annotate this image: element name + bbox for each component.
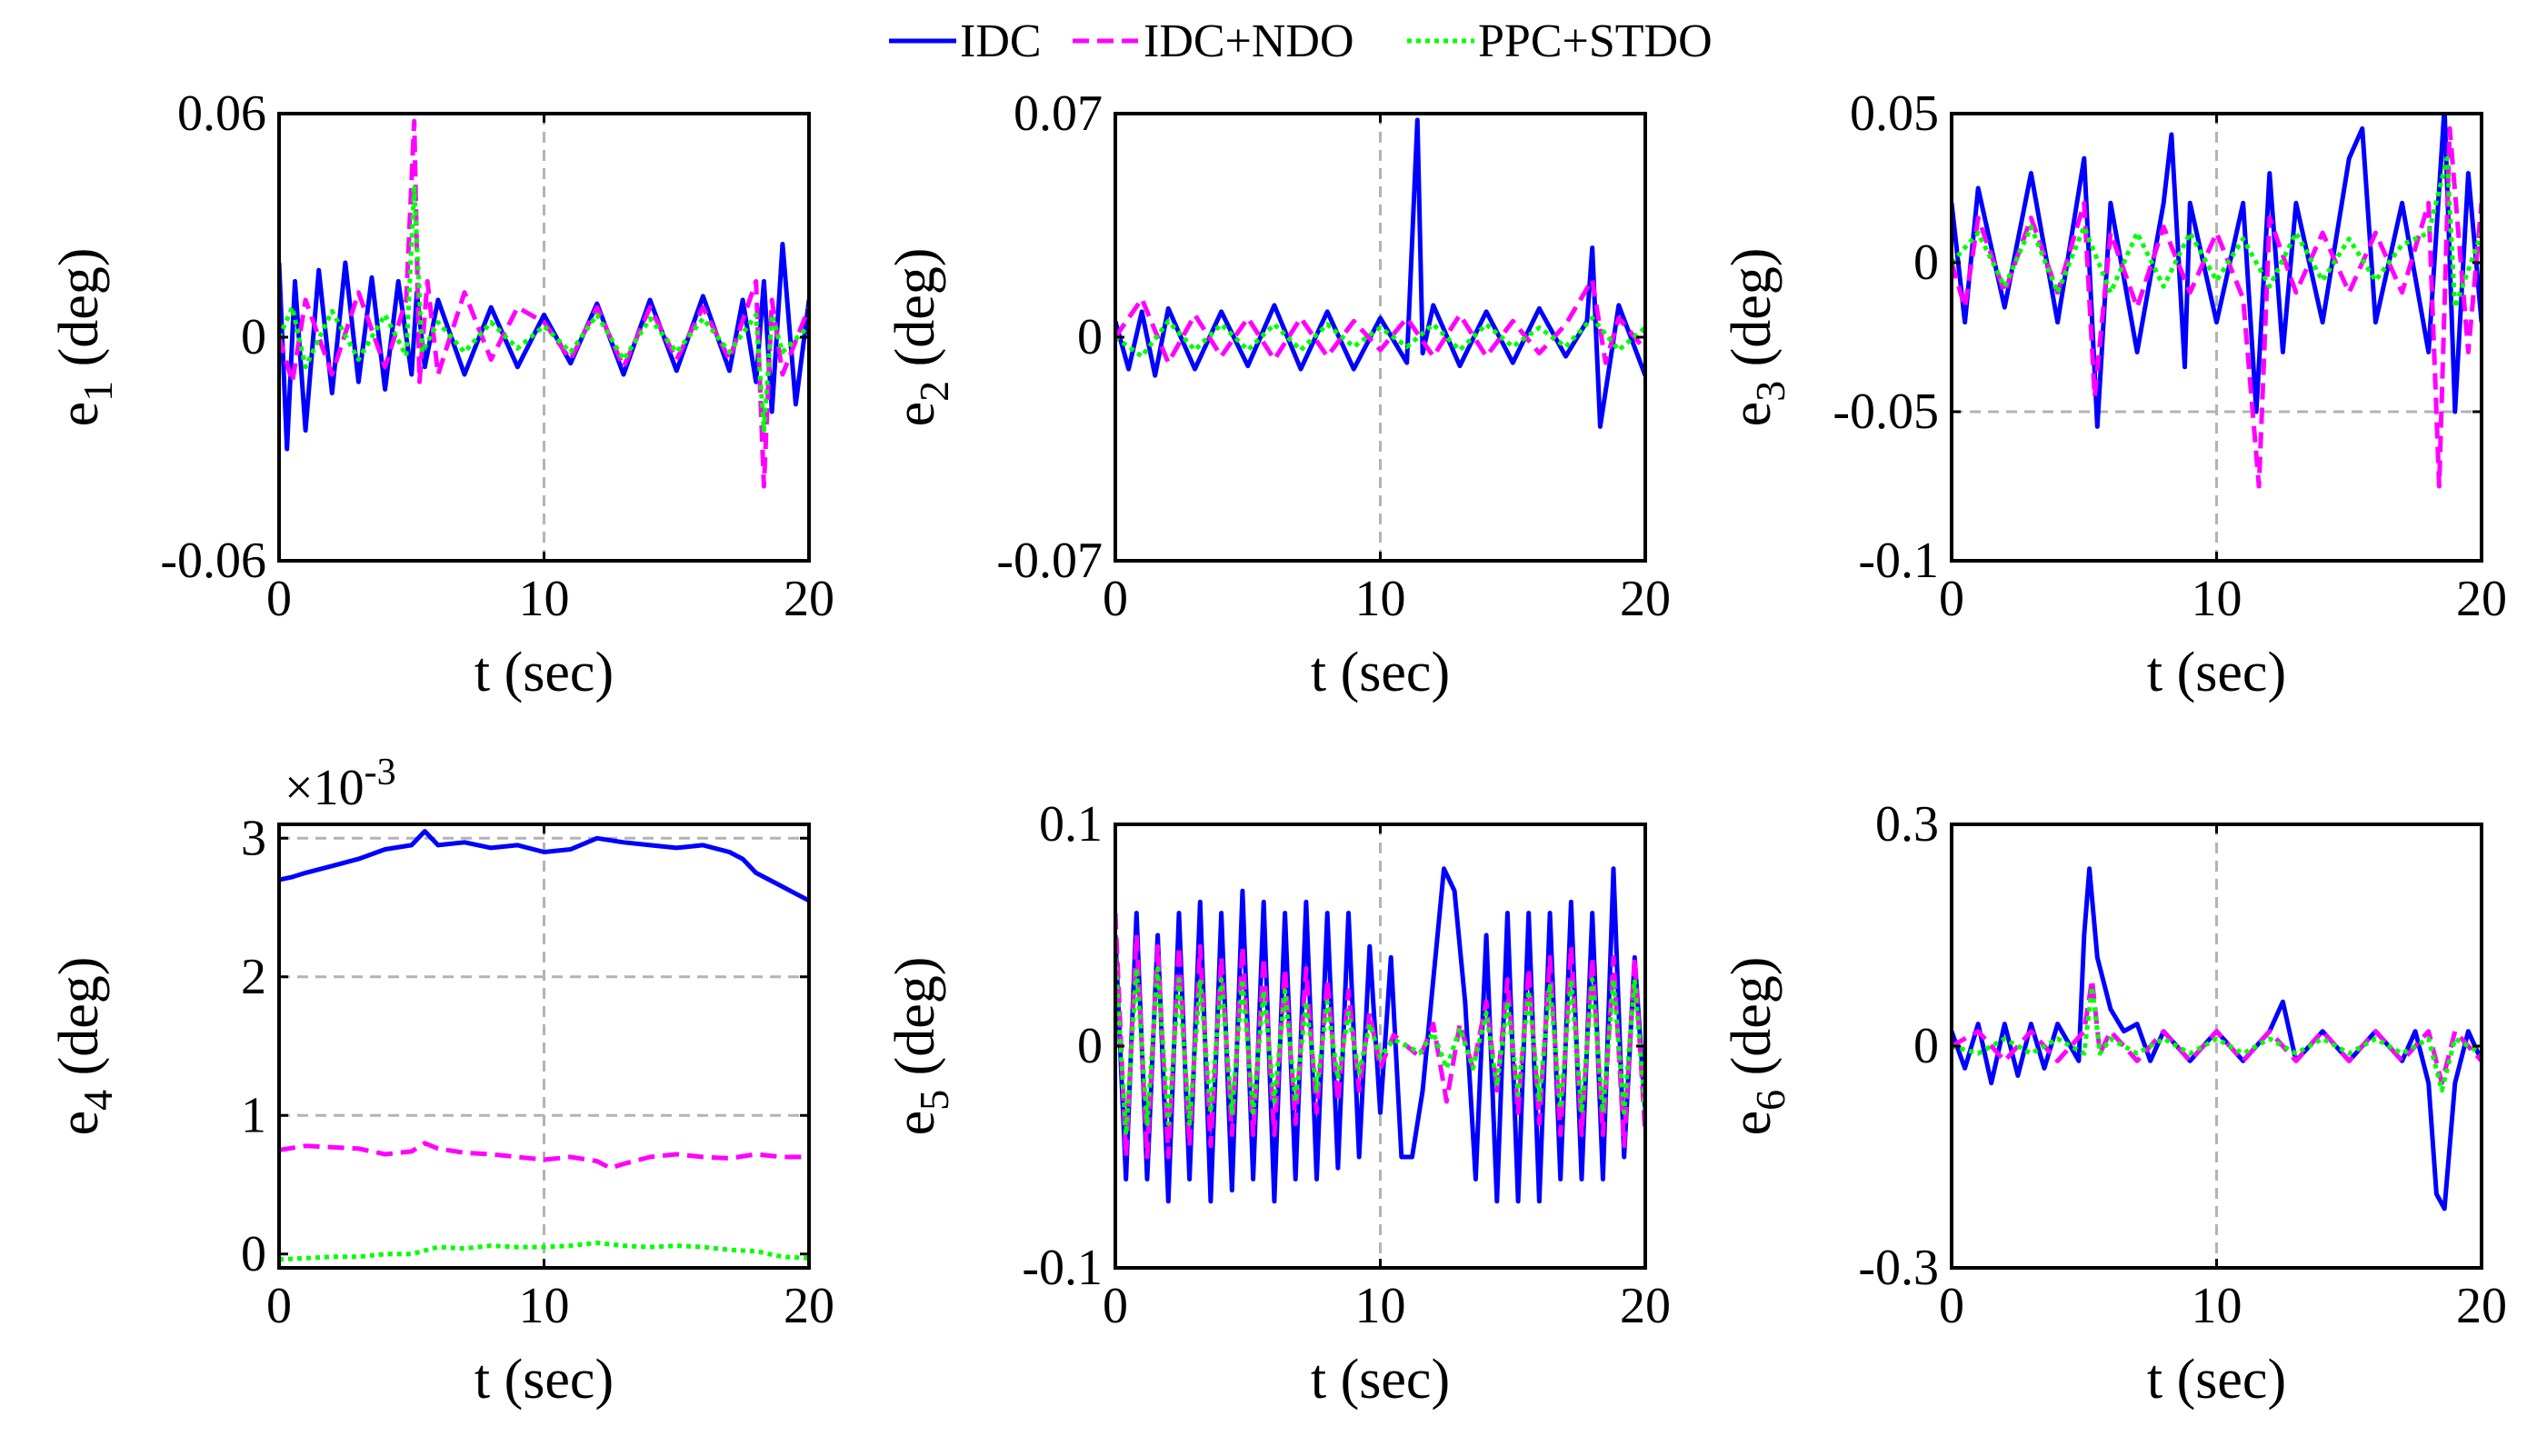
ytick-label-e2-1: 0: [1077, 309, 1103, 365]
ytick-label-e3-2: 0: [1913, 234, 1939, 291]
ylabel-e1: e1 (deg): [48, 248, 121, 427]
xlabel-e2: t (sec): [1311, 642, 1450, 703]
series-e3-ppc-stdo: [1952, 155, 2482, 310]
series-e3-idc-ndo: [1952, 125, 2482, 489]
ylabel-e6: e6 (deg): [1721, 957, 1793, 1136]
ytick-label-e6-2: 0.3: [1875, 796, 1939, 853]
xtick-label-e2-1: 10: [1355, 571, 1406, 627]
ytick-label-e6-1: 0: [1913, 1018, 1939, 1074]
series-e5-idc-ndo: [1115, 912, 1645, 1160]
xtick-label-e1-1: 10: [519, 571, 570, 627]
legend-label-idc-ndo: IDC+NDO: [1144, 15, 1354, 67]
xtick-label-e6-2: 20: [2456, 1278, 2507, 1334]
xtick-label-e6-0: 0: [1939, 1278, 1964, 1334]
series-e2-idc: [1115, 117, 1645, 429]
ytick-label-e1-0: -0.06: [160, 533, 266, 589]
xtick-label-e1-2: 20: [784, 571, 834, 627]
ylabel-e5: e5 (deg): [884, 957, 957, 1136]
xtick-label-e4-0: 0: [266, 1278, 292, 1334]
xtick-label-e3-1: 10: [2192, 571, 2242, 627]
xtick-label-e5-1: 10: [1355, 1278, 1406, 1334]
series-e2-ppc-stdo: [1115, 315, 1645, 359]
series-e1-idc-ndo: [279, 118, 809, 489]
ylabel-e4: e4 (deg): [48, 957, 121, 1136]
xtick-label-e3-0: 0: [1939, 571, 1964, 627]
ytick-label-e3-0: -0.1: [1858, 533, 1939, 589]
axis-multiplier-e4: ×10-3: [285, 752, 396, 816]
ytick-label-e4-2: 2: [241, 949, 266, 1005]
ytick-label-e2-0: -0.07: [996, 533, 1103, 589]
series-e2-idc-ndo: [1115, 277, 1645, 365]
xtick-label-e1-0: 0: [266, 571, 292, 627]
series-e4-ppc-stdo: [279, 1241, 809, 1262]
series-e1-ppc-stdo: [279, 185, 809, 433]
xtick-label-e5-0: 0: [1103, 1278, 1128, 1334]
ylabel-e3: e3 (deg): [1721, 248, 1793, 427]
subplot-e3: 0 10 20 -0.1 -0.05 0 0.05 t (sec) e3 (deg): [1721, 85, 2507, 703]
xlabel-e5: t (sec): [1311, 1349, 1450, 1411]
xtick-label-e4-2: 20: [784, 1278, 834, 1334]
ytick-label-e5-0: -0.1: [1022, 1240, 1103, 1296]
ytick-label-e4-3: 3: [241, 810, 266, 866]
subplot-e5: 0 10 20-0.100.1t (sec)e5 (deg): [884, 796, 1671, 1411]
ytick-label-e6-0: -0.3: [1858, 1240, 1939, 1296]
ytick-label-e4-1: 1: [241, 1087, 266, 1143]
xlabel-e6: t (sec): [2147, 1349, 2286, 1411]
xtick-label-e2-2: 20: [1620, 571, 1671, 627]
legend: IDC IDC+NDO PPC+STDO: [889, 15, 1713, 67]
xlabel-e3: t (sec): [2147, 642, 2286, 703]
subplot-e4: 0 10 20 0 1 2 3 t (sec) e4 (deg) ×10-3: [48, 752, 834, 1411]
ytick-label-e3-1: -0.05: [1833, 384, 1939, 440]
legend-label-idc: IDC: [960, 15, 1042, 67]
xtick-label-e4-1: 10: [519, 1278, 570, 1334]
ytick-label-e3-3: 0.05: [1850, 85, 1939, 142]
ytick-label-e5-1: 0: [1077, 1018, 1103, 1074]
xlabel-e4: t (sec): [474, 1349, 614, 1411]
ytick-label-e4-0: 0: [241, 1226, 266, 1282]
ytick-label-e1-1: 0: [241, 309, 266, 365]
xtick-label-e5-2: 20: [1620, 1278, 1671, 1334]
xtick-label-e2-0: 0: [1103, 571, 1128, 627]
legend-label-ppc-stdo: PPC+STDO: [1478, 15, 1713, 67]
ytick-label-e5-2: 0.1: [1039, 796, 1103, 853]
ylabel-e2: e2 (deg): [884, 248, 957, 427]
series-e4-idc-ndo: [279, 1141, 809, 1171]
series-e1-idc: [279, 242, 809, 452]
series-e4-idc: [279, 829, 809, 903]
ytick-label-e1-2: 0.06: [177, 85, 266, 142]
series-e6-idc-ndo: [1952, 977, 2482, 1086]
xtick-label-e6-1: 10: [2192, 1278, 2242, 1334]
ytick-label-e2-2: 0.07: [1014, 85, 1103, 142]
subplot-e6: 0 10 20-0.300.3t (sec)e6 (deg): [1721, 796, 2507, 1411]
series-e6-ppc-stdo: [1952, 984, 2482, 1093]
xtick-label-e3-2: 20: [2456, 571, 2507, 627]
xlabel-e1: t (sec): [474, 642, 614, 703]
